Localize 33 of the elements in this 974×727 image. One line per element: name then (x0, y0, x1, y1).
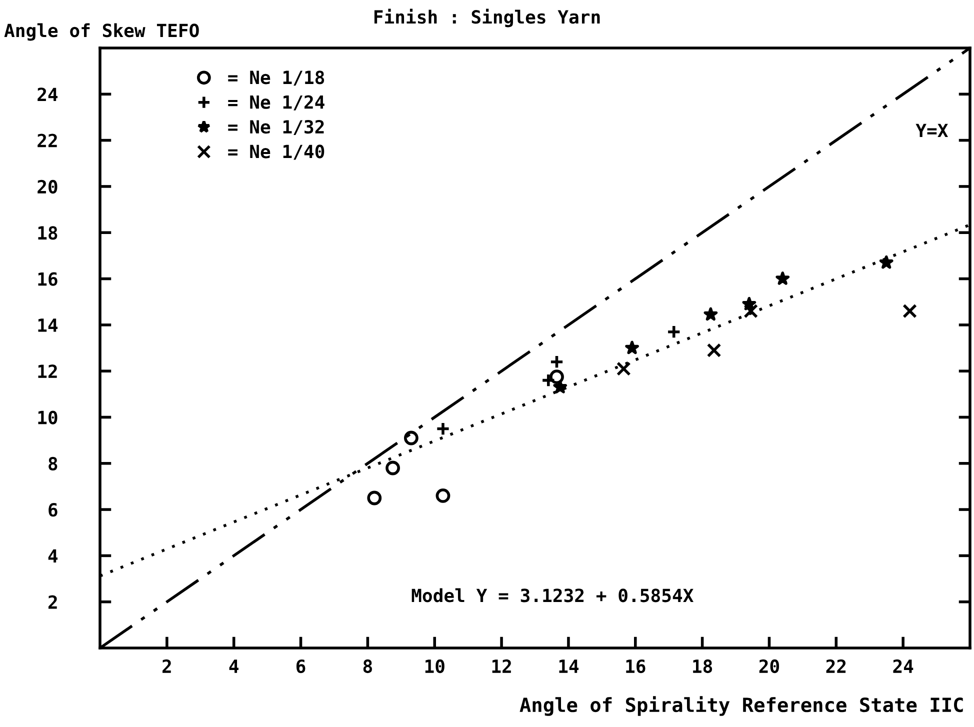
x-tick-label: 6 (296, 659, 306, 674)
y-tick-label: 10 (38, 410, 58, 424)
legend-label: = Ne 1/32 (228, 120, 324, 136)
y-tick-label: 20 (38, 180, 58, 194)
chart-title: Finish : Singles Yarn (374, 8, 600, 28)
y-tick-label: 24 (38, 88, 58, 102)
y-tick-label: 22 (38, 134, 57, 148)
legend-label: = Ne 1/40 (228, 144, 324, 160)
y-tick-label: 4 (48, 549, 58, 563)
x-tick-label: 10 (425, 659, 444, 674)
x-tick-label: 4 (229, 660, 238, 673)
y-axis-title: Angle of Skew TEFO (4, 23, 199, 41)
x-tick-label: 2 (162, 659, 171, 673)
y-tick-label: 12 (38, 364, 57, 378)
annotation: Y=X (916, 124, 948, 137)
x-tick-label: 12 (492, 659, 511, 673)
x-tick-label: 24 (893, 659, 914, 673)
x-tick-label: 22 (826, 659, 846, 673)
x-tick-label: 14 (559, 660, 579, 673)
x-tick-label: 8 (363, 659, 372, 674)
y-tick-label: 14 (38, 318, 58, 332)
y-tick-label: 2 (48, 595, 57, 609)
legend-label: = Ne 1/24 (228, 95, 324, 110)
x-tick-label: 18 (693, 659, 712, 674)
y-tick-label: 6 (48, 503, 58, 517)
x-tick-label: 16 (626, 659, 646, 674)
y-tick-label: 16 (38, 272, 58, 286)
legend-label: = Ne 1/18 (228, 70, 324, 86)
y-tick-label: 8 (48, 456, 58, 470)
x-axis-title: Angle of Spirality Reference State IIC (520, 696, 963, 716)
y-tick-label: 18 (38, 226, 58, 240)
annotation: Model Y = 3.1232 + 0.5854X (412, 588, 694, 602)
x-tick-label: 20 (759, 659, 780, 674)
